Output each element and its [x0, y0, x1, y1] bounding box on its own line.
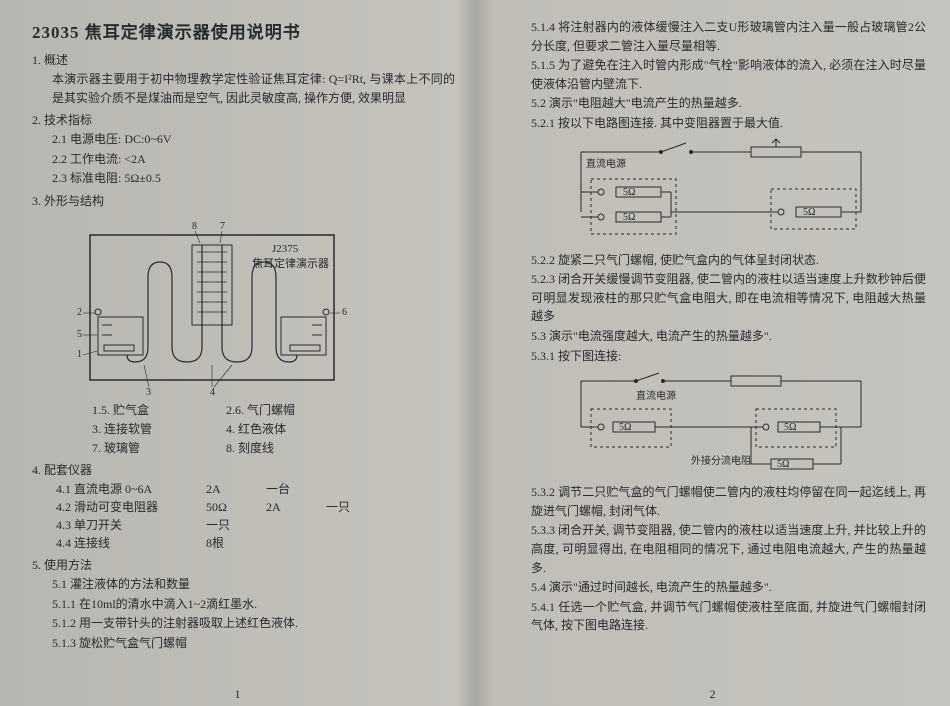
step-5-4: 5.4 演示"通过时间越长, 电流产生的热量越多". [511, 578, 926, 597]
svg-text:5Ω: 5Ω [803, 207, 815, 218]
step-5-2: 5.2 演示"电阻越大"电流产生的热量越多. [511, 94, 926, 113]
section-1-head: 1. 概述 [32, 51, 455, 68]
step-5-1: 5.1 灌注液体的方法和数量 [32, 575, 455, 594]
table-row: 4.1 直流电源 0~6A 2A 一台 [56, 480, 455, 498]
page-left: 23035 焦耳定律演示器使用说明书 1. 概述 本演示器主要用于初中物理教学定… [0, 0, 475, 706]
table-row: 4.2 滑动可变电阻器 50Ω 2A 一只 [56, 498, 455, 516]
svg-text:直流电源: 直流电源 [586, 157, 626, 170]
svg-text:5Ω: 5Ω [623, 187, 635, 198]
page-number: 1 [0, 687, 475, 702]
spec-resistance: 2.3 标准电阻: 5Ω±0.5 [32, 169, 455, 188]
legend-item: 3. 连接软管 [92, 420, 218, 438]
legend-item: 1.5. 贮气盒 [92, 401, 218, 419]
step-5-4-1: 5.4.1 任选一个贮气盒, 并调节气门螺帽使液柱至底面, 并旋进气门螺帽封闭气… [511, 598, 926, 635]
step-5-2-2: 5.2.2 旋紧二只气门螺帽, 使贮气盒内的气体呈封闭状态. [511, 251, 926, 270]
svg-text:6: 6 [342, 307, 347, 318]
legend-item: 8. 刻度线 [226, 439, 352, 457]
apparatus-diagram: J2375 焦耳定律演示器 [72, 217, 352, 397]
svg-text:5Ω: 5Ω [619, 422, 631, 433]
section-3-head: 3. 外形与结构 [32, 192, 455, 209]
step-5-3: 5.3 演示"电流强度越大, 电流产生的热量越多". [511, 327, 926, 346]
step-5-1-4: 5.1.4 将注射器内的液体缓慢注入二支U形玻璃管内注入量一般占玻璃管2公分长度… [511, 18, 926, 55]
svg-text:直流电源: 直流电源 [636, 389, 676, 402]
step-5-1-3: 5.1.3 旋松贮气盒气门螺帽 [32, 634, 455, 653]
svg-text:外接分流电阻: 外接分流电阻 [691, 454, 751, 467]
step-5-3-2: 5.3.2 调节二只贮气盒的气门螺帽使二管内的液柱均停留在同一起迄线上, 再旋进… [511, 483, 926, 520]
svg-text:4: 4 [210, 387, 215, 397]
section-2-head: 2. 技术指标 [32, 111, 455, 128]
model-label: J2375 [272, 243, 299, 255]
caption-label: 焦耳定律演示器 [252, 256, 329, 270]
step-5-2-1: 5.2.1 按以下电路图连接. 其中变阻器置于最大值. [511, 114, 926, 133]
svg-text:5: 5 [77, 329, 82, 340]
page-number: 2 [475, 687, 950, 702]
step-5-3-1: 5.3.1 按下图连接: [511, 347, 926, 366]
section-5-head: 5. 使用方法 [32, 556, 455, 573]
legend-item: 7. 玻璃管 [92, 439, 218, 457]
svg-text:5Ω: 5Ω [777, 459, 789, 470]
step-5-1-1: 5.1.1 在10ml的清水中滴入1~2滴红墨水. [32, 595, 455, 614]
svg-text:5Ω: 5Ω [623, 212, 635, 223]
step-5-1-2: 5.1.2 用一支带针头的注射器吸取上述红色液体. [32, 614, 455, 633]
circuit-diagram-2: 直流电源 5Ω 5Ω 5Ω 外接分流电阻 [541, 369, 881, 479]
svg-text:3: 3 [146, 387, 151, 397]
section-4-head: 4. 配套仪器 [32, 461, 455, 478]
legend-item: 2.6. 气门螺帽 [226, 401, 352, 419]
step-5-1-5: 5.1.5 为了避免在注入时管内形成"气栓"影响液体的流入, 必须在注入时尽量使… [511, 56, 926, 93]
step-5-3-3: 5.3.3 闭合开关, 调节变阻器, 使二管内的液柱以适当速度上升, 并比较上升… [511, 521, 926, 577]
section-1-para: 本演示器主要用于初中物理教学定性验证焦耳定律: Q=I²Rt, 与课本上不同的是… [32, 70, 455, 107]
spec-voltage: 2.1 电源电压: DC:0~6V [32, 130, 455, 149]
step-5-2-3: 5.2.3 闭合开关缓慢调节变阻器, 使二管内的液柱以适当速度上升数秒钟后便可明… [511, 270, 926, 326]
svg-text:5Ω: 5Ω [784, 422, 796, 433]
circuit-diagram-1: 直流电源 5Ω 5Ω 5Ω [541, 137, 881, 247]
svg-text:2: 2 [77, 307, 82, 318]
svg-text:7: 7 [220, 221, 225, 232]
svg-text:8: 8 [192, 221, 197, 232]
legend-item: 4. 红色液体 [226, 420, 352, 438]
spec-current: 2.2 工作电流: <2A [32, 150, 455, 169]
svg-text:1: 1 [77, 349, 82, 360]
table-row: 4.3 单刀开关 一只 [56, 516, 455, 534]
page-right: 5.1.4 将注射器内的液体缓慢注入二支U形玻璃管内注入量一般占玻璃管2公分长度… [475, 0, 950, 706]
equipment-table: 4.1 直流电源 0~6A 2A 一台 4.2 滑动可变电阻器 50Ω 2A 一… [56, 480, 455, 552]
table-row: 4.4 连接线 8根 [56, 534, 455, 552]
diagram-legend: 1.5. 贮气盒 2.6. 气门螺帽 3. 连接软管 4. 红色液体 7. 玻璃… [92, 401, 352, 457]
doc-title: 23035 焦耳定律演示器使用说明书 [32, 18, 455, 43]
